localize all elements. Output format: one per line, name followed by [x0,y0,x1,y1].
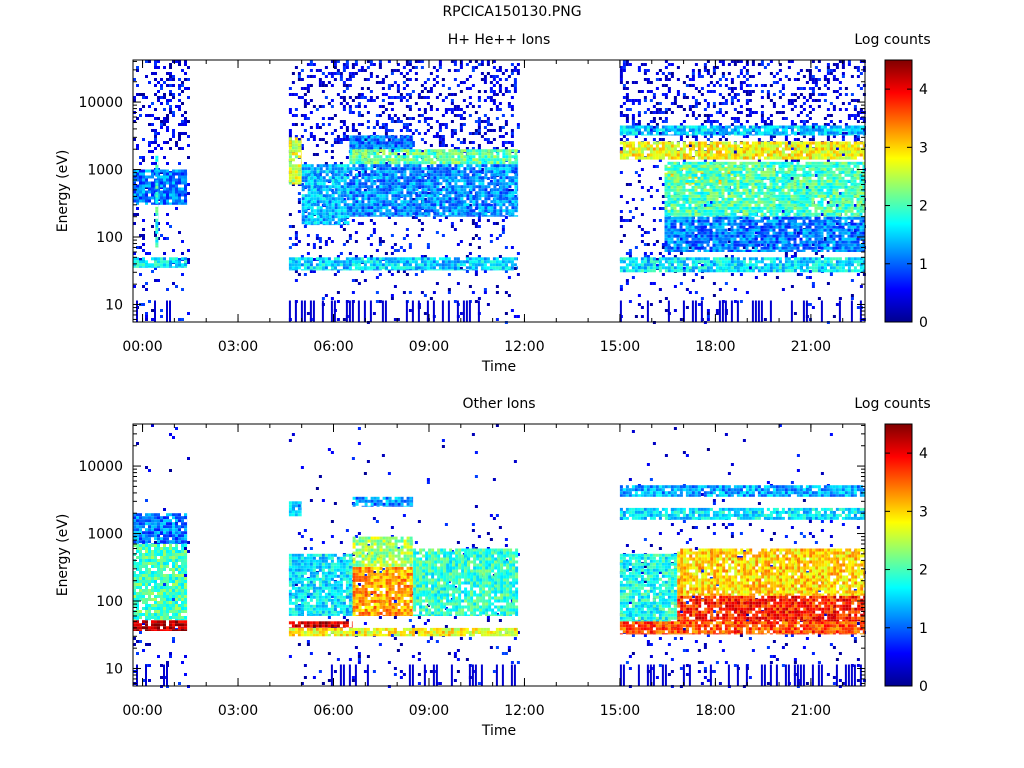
x-tick-label: 09:00 [409,339,449,355]
y-tick-label: 100 [96,594,123,610]
figure-title: RPCICA150130.PNG [442,4,582,20]
x-tick-label: 12:00 [504,339,544,355]
spectrogram-band-4 [288,627,518,637]
spectrogram-band-17 [619,485,865,497]
y-tick-label: 10 [105,297,123,313]
colorbar-tick-label: 0 [919,679,928,695]
spectrogram-band-11 [352,496,414,507]
x-tick-label: 00:00 [122,339,162,355]
y-tick-label: 100 [96,230,123,246]
x-tick-label: 00:00 [122,703,162,719]
x-tick-label: 12:00 [504,703,544,719]
spectrogram-band-9 [349,135,414,150]
spectrogram-band-12 [619,621,865,635]
colorbar-label: Log counts [854,396,930,412]
panel-title: Other Ions [462,396,535,412]
spectrogram-band-14 [677,595,865,622]
spectrogram-band-15 [677,548,865,596]
spectrogram-band-14 [664,161,865,217]
x-tick-label: 15:00 [600,703,640,719]
x-axis-label: Time [481,359,516,375]
spectrogram-band-1 [133,620,188,631]
y-tick-label: 1000 [87,163,123,179]
x-axis-label: Time [481,723,516,739]
y-tick-label: 10000 [78,95,123,111]
spectrogram-band-2 [133,544,188,621]
colorbar-tick-label: 3 [919,504,928,520]
plot-frame [132,423,866,687]
spectrogram-band-4 [288,257,518,271]
spectrogram-band-12 [619,125,865,136]
x-tick-label: 06:00 [313,703,353,719]
x-tick-label: 09:00 [409,703,449,719]
spectrogram-band-5 [288,137,302,185]
colorbar-tick-label: 4 [919,446,928,462]
colorbar-tick-label: 0 [919,315,928,331]
spectrogram-band-9 [413,548,519,616]
x-tick-label: 03:00 [218,703,258,719]
colorbar-tick-label: 1 [919,257,928,273]
spectrogram-band-8 [349,164,519,217]
x-tick-label: 15:00 [600,339,640,355]
panels: H+ He++ Ions 00:00 03:00 06:00 09:00 12:00 15:… [55,32,931,739]
y-tick-label: 1000 [87,527,123,543]
colorbar-tick-label: 4 [919,82,928,98]
spectrogram-band-13 [619,553,678,622]
x-tick-label: 18:00 [695,339,735,355]
spectrogram-band-11 [619,141,865,160]
y-tick-label: 10000 [78,459,123,475]
spectrogram-band-3 [133,513,188,544]
chart-panel-1: H+ He++ Ions 00:00 03:00 06:00 09:00 12:00 15:… [55,32,931,375]
x-tick-label: 21:00 [791,339,831,355]
x-tick-label: 18:00 [695,703,735,719]
spectrogram-noise-layer [133,60,866,324]
x-tick-label: 21:00 [791,703,831,719]
plot-frame [132,59,866,323]
spectrogram-band-10 [288,501,302,517]
colorbar-tick-label: 3 [919,140,928,156]
spectrogram-band-7 [349,149,519,165]
colorbar-tick-label: 2 [919,563,928,579]
spectrogram-band-6 [301,164,350,226]
colorbar [884,423,913,687]
spectrogram-band-8 [352,536,414,567]
colorbar [884,59,913,323]
colorbar-tick-label: 2 [919,199,928,215]
spectrogram-band-15 [664,216,865,252]
chart-panel-2: Other Ions 00:00 03:00 06:00 09:00 12:00 15:00… [55,396,931,739]
spectrogram-band-1 [133,257,188,268]
y-axis-label: Energy (eV) [55,150,71,233]
spectrogram-band-5 [288,621,353,628]
colorbar-tick-label: 1 [919,621,928,637]
spectrogram-band-10 [619,257,865,273]
panel-title: H+ He++ Ions [448,32,551,48]
y-tick-label: 10 [105,661,123,677]
spectrogram-band-3 [155,155,159,248]
x-tick-label: 03:00 [218,339,258,355]
colorbar-label: Log counts [854,32,930,48]
spectrogram-band-6 [288,553,353,616]
y-axis-label: Energy (eV) [55,514,71,597]
x-tick-label: 06:00 [313,339,353,355]
spectrogram-band-16 [619,507,865,520]
spectrogram-band-7 [352,566,414,616]
